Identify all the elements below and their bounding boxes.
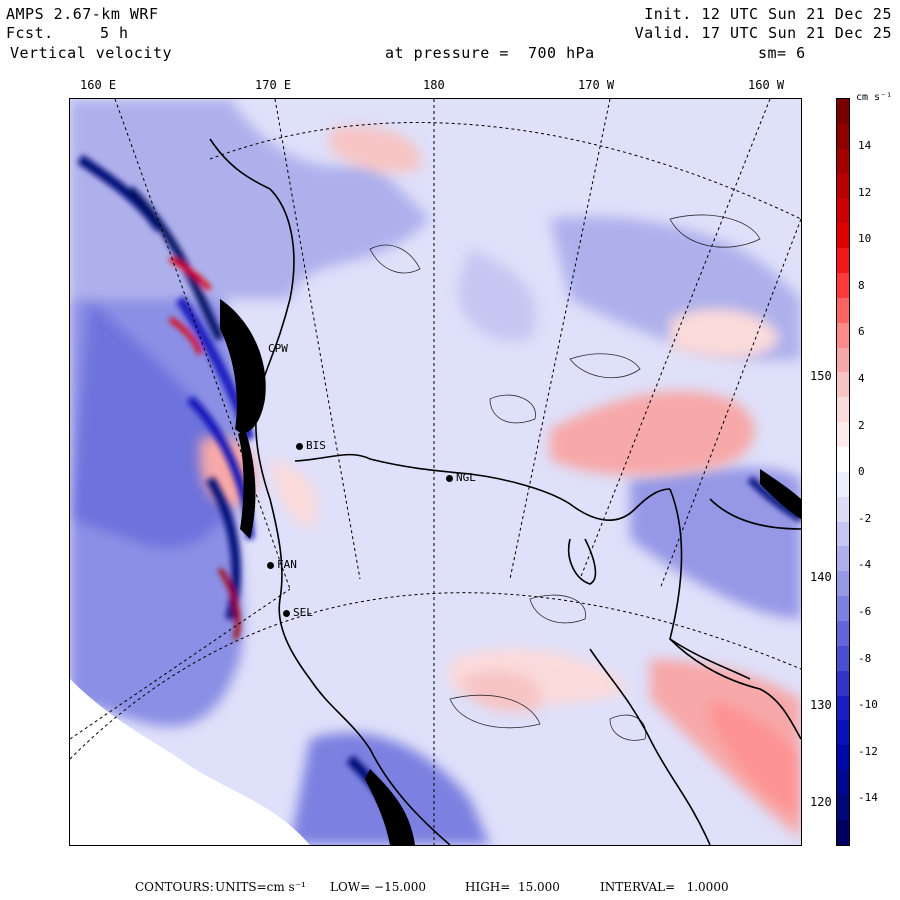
station-label: NGL (456, 471, 476, 484)
colorbar-segment (837, 347, 849, 373)
colorbar-segment (837, 123, 849, 149)
station-marker (296, 442, 303, 450)
colorbar-segment (837, 819, 849, 845)
lon-label: 160 E (80, 78, 117, 92)
colorbar-segment (837, 471, 849, 497)
smoothing: sm= 6 (758, 44, 806, 62)
colorbar-segment (837, 795, 849, 820)
pressure-level: at pressure = 700 hPa (385, 44, 595, 62)
colorbar-segment (837, 322, 849, 348)
colorbar-segment (837, 99, 849, 124)
colorbar-tick-label: 2 (858, 418, 865, 432)
station-label: FAN (277, 558, 297, 571)
colorbar-segment (837, 745, 849, 771)
colorbar-tick-label: 0 (858, 465, 865, 479)
station-bis: BIS (296, 439, 326, 452)
footer-high: HIGH= 15.000 (465, 880, 560, 894)
colorbar-segment (837, 223, 849, 249)
valid-time: Valid. 17 UTC Sun 21 Dec 25 (634, 24, 892, 42)
station-marker (267, 561, 274, 569)
colorbar-segment (837, 496, 849, 522)
station-marker (283, 609, 290, 617)
station-label: BIS (306, 439, 326, 452)
station-fan: FAN (267, 558, 297, 571)
lon-label: 170 W (578, 78, 615, 92)
footer-interval: INTERVAL= 1.0000 (600, 880, 729, 894)
colorbar-tick-label: -2 (858, 511, 872, 525)
colorbar-tick-label: 12 (858, 185, 872, 199)
lon-label: 160 W (748, 78, 785, 92)
station-ngl: NGL (446, 471, 476, 484)
colorbar-segment (837, 372, 849, 398)
station-cpw: CPW (268, 342, 288, 355)
colorbar-tick-label: -12 (858, 744, 878, 758)
forecast-label: Fcst. (6, 24, 54, 42)
model-title: AMPS 2.67-km WRF (6, 5, 159, 23)
colorbar-segment (837, 397, 849, 423)
colorbar-segment (837, 770, 849, 796)
colorbar-segment (837, 422, 849, 448)
colorbar-unit: cm s⁻¹ (856, 92, 893, 103)
colorbar-tick-label: 14 (858, 139, 872, 152)
colorbar-tick-label: 8 (858, 278, 865, 292)
colorbar-tick-label: -14 (858, 791, 878, 805)
colorbar-tick-label: -8 (858, 651, 872, 665)
map-canvas (70, 99, 801, 845)
colorbar-tick-label: 10 (858, 232, 872, 246)
station-label: SEL (293, 606, 313, 619)
colorbar-tick-label: -4 (858, 558, 872, 572)
terrain-mask (220, 299, 801, 845)
graticule (70, 99, 801, 845)
colorbar-segment (837, 621, 849, 646)
lon-label: 170 E (255, 78, 292, 92)
colorbar-segment (837, 173, 849, 199)
colorbar-segment (837, 198, 849, 224)
lon-label: 180 (423, 78, 445, 92)
station-marker (446, 474, 453, 482)
no-data-region (70, 679, 310, 845)
vertical-velocity-map (69, 98, 802, 846)
colorbar-segment (837, 273, 849, 298)
colorbar-segment (837, 720, 849, 746)
colorbar (836, 98, 850, 846)
colorbar-segment (837, 546, 849, 572)
colorbar-segment (837, 695, 849, 721)
colorbar-tick-label: 6 (858, 325, 865, 339)
colorbar-tick-label: 4 (858, 372, 865, 385)
colorbar-segment (837, 645, 849, 671)
footer-units: UNITS=cm s⁻¹ (215, 880, 306, 894)
station-sel: SEL (283, 606, 313, 619)
colorbar-tick-label: -10 (858, 698, 878, 712)
field-name: Vertical velocity (10, 44, 173, 62)
colorbar-segment (837, 148, 849, 174)
colorbar-segment (837, 670, 849, 696)
colorbar-tick-label: -6 (858, 605, 872, 618)
footer-low: LOW= −15.000 (330, 880, 427, 894)
colorbar-segment (837, 248, 849, 274)
contour-lines (369, 214, 761, 741)
colorbar-segment (837, 297, 849, 323)
init-time: Init. 12 UTC Sun 21 Dec 25 (644, 5, 892, 23)
colorbar-segment (837, 521, 849, 547)
forecast-hour: 5 h (100, 24, 129, 42)
footer-contours: CONTOURS: (135, 880, 214, 894)
negative-velocity-region (70, 99, 801, 845)
colorbar-segment (837, 596, 849, 622)
colorbar-segment (837, 447, 849, 472)
coastline (209, 138, 801, 845)
colorbar-segment (837, 571, 849, 597)
